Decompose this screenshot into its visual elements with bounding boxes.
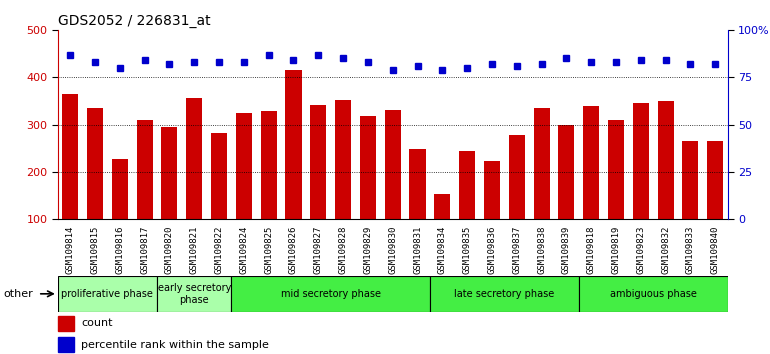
Bar: [58, 316, 75, 331]
Text: GSM109817: GSM109817: [140, 225, 149, 274]
Bar: [236, 113, 252, 219]
Text: GSM109825: GSM109825: [264, 225, 273, 274]
Bar: [430, 276, 579, 312]
Text: GSM109829: GSM109829: [363, 225, 373, 274]
Bar: [534, 108, 550, 219]
Text: early secretory
phase: early secretory phase: [158, 283, 231, 305]
Bar: [335, 100, 351, 219]
Text: GSM109836: GSM109836: [487, 225, 497, 274]
Bar: [87, 108, 103, 219]
Bar: [658, 101, 674, 219]
Bar: [112, 159, 128, 219]
Bar: [434, 194, 450, 219]
Bar: [58, 276, 157, 312]
Text: other: other: [4, 289, 34, 299]
Bar: [286, 70, 302, 219]
Text: GSM109831: GSM109831: [413, 225, 422, 274]
Text: GSM109821: GSM109821: [189, 225, 199, 274]
Bar: [360, 116, 376, 219]
Bar: [162, 127, 177, 219]
Bar: [260, 111, 276, 219]
Text: GSM109837: GSM109837: [512, 225, 521, 274]
Bar: [385, 110, 400, 219]
Bar: [707, 141, 723, 219]
Bar: [633, 103, 649, 219]
Bar: [682, 141, 698, 219]
Bar: [579, 276, 728, 312]
Text: GSM109816: GSM109816: [116, 225, 124, 274]
Text: GSM109826: GSM109826: [289, 225, 298, 274]
Bar: [186, 98, 203, 219]
Text: GSM109824: GSM109824: [239, 225, 249, 274]
Text: GSM109828: GSM109828: [339, 225, 347, 274]
Bar: [62, 94, 79, 219]
Bar: [459, 151, 475, 219]
Text: mid secretory phase: mid secretory phase: [281, 289, 380, 299]
Text: count: count: [81, 318, 112, 329]
Bar: [310, 105, 326, 219]
Text: GSM109819: GSM109819: [611, 225, 621, 274]
Text: GSM109840: GSM109840: [711, 225, 720, 274]
Bar: [136, 120, 152, 219]
Text: GDS2052 / 226831_at: GDS2052 / 226831_at: [58, 14, 210, 28]
Bar: [410, 149, 426, 219]
Bar: [211, 133, 227, 219]
Text: GSM109839: GSM109839: [562, 225, 571, 274]
Bar: [484, 161, 500, 219]
Text: GSM109833: GSM109833: [686, 225, 695, 274]
Text: ambiguous phase: ambiguous phase: [610, 289, 697, 299]
Text: late secretory phase: late secretory phase: [454, 289, 554, 299]
Text: GSM109818: GSM109818: [587, 225, 596, 274]
Bar: [608, 120, 624, 219]
Bar: [232, 276, 430, 312]
Text: GSM109820: GSM109820: [165, 225, 174, 274]
Bar: [509, 135, 525, 219]
Text: GSM109823: GSM109823: [636, 225, 645, 274]
Bar: [58, 337, 75, 352]
Text: GSM109830: GSM109830: [388, 225, 397, 274]
Text: GSM109834: GSM109834: [438, 225, 447, 274]
Bar: [558, 125, 574, 219]
Text: proliferative phase: proliferative phase: [62, 289, 153, 299]
Text: GSM109814: GSM109814: [65, 225, 75, 274]
Text: GSM109832: GSM109832: [661, 225, 670, 274]
Text: GSM109827: GSM109827: [313, 225, 323, 274]
Text: GSM109822: GSM109822: [215, 225, 223, 274]
Bar: [157, 276, 232, 312]
Bar: [583, 106, 599, 219]
Text: GSM109815: GSM109815: [90, 225, 99, 274]
Text: GSM109835: GSM109835: [463, 225, 472, 274]
Text: GSM109838: GSM109838: [537, 225, 546, 274]
Text: percentile rank within the sample: percentile rank within the sample: [81, 339, 269, 350]
